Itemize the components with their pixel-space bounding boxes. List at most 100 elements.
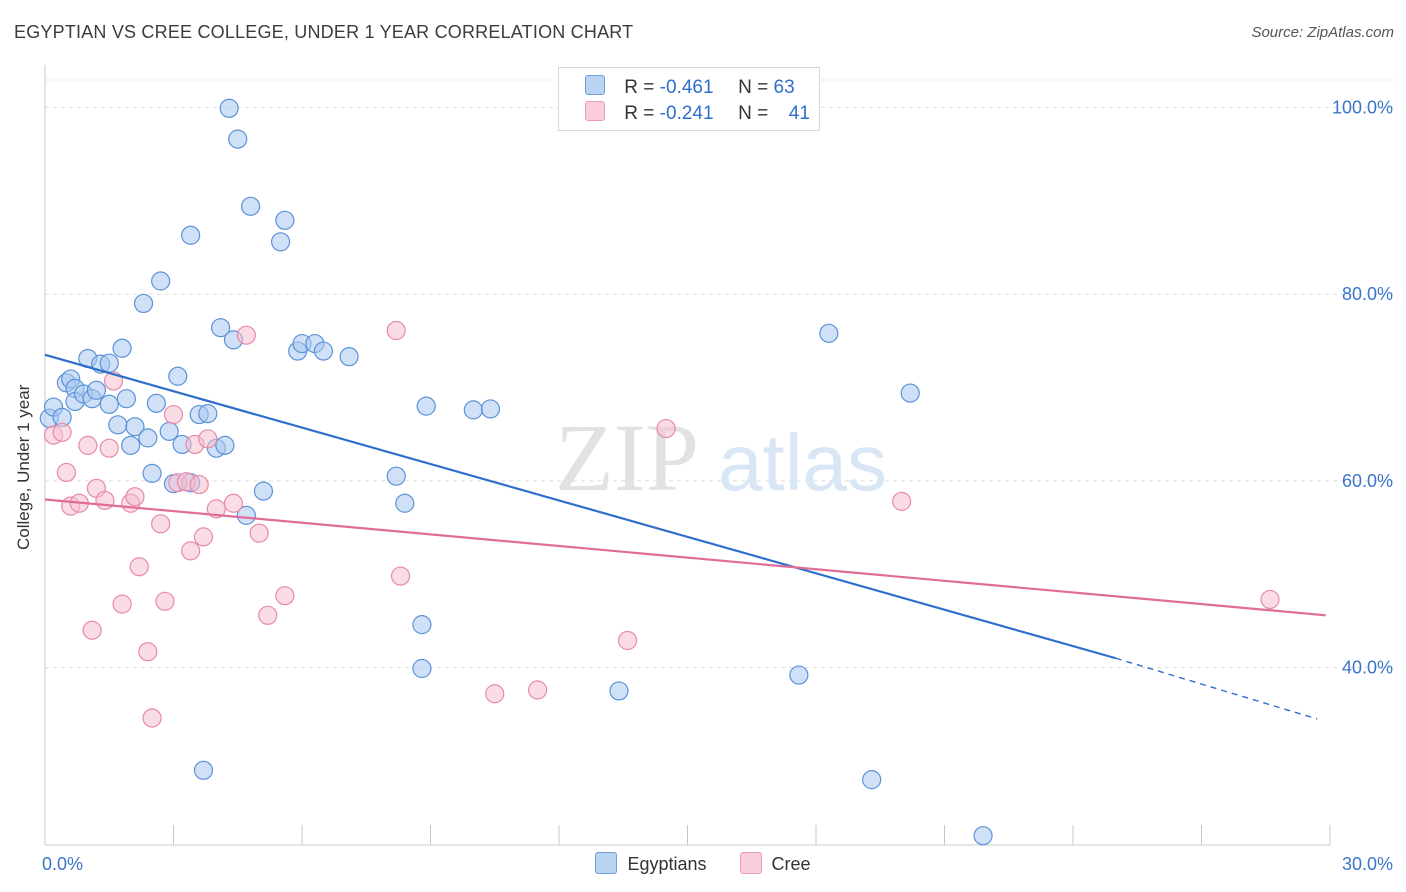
egyptians-point — [168, 366, 188, 386]
cree-point — [95, 490, 115, 511]
egyptians-point — [138, 428, 158, 448]
legend-n-label: N = — [738, 77, 769, 98]
cree-point — [125, 487, 145, 507]
egyptians-point — [416, 396, 436, 416]
egyptians-point — [219, 98, 239, 118]
cree-point — [485, 684, 505, 704]
egyptians-point — [215, 435, 235, 455]
cree-point — [390, 566, 411, 586]
cree-point — [223, 493, 244, 513]
egyptians-point — [789, 665, 809, 685]
cree-point — [527, 680, 548, 700]
egyptians-point — [211, 318, 231, 338]
legend-row-cree: R = -0.241 N = 41 — [585, 101, 810, 127]
cree-point — [52, 422, 72, 442]
egyptians-point — [86, 380, 107, 400]
cree-point — [82, 620, 102, 640]
egyptians-point — [236, 505, 256, 525]
y-axis-label: College, Under 1 year — [14, 384, 33, 550]
cree-swatch — [585, 101, 605, 121]
cree-point — [138, 642, 158, 662]
legend-item-egyptians: Egyptians — [595, 852, 707, 875]
cree-point — [155, 591, 175, 611]
cree-point — [386, 320, 406, 341]
cree-point — [198, 429, 218, 449]
egyptians-point — [862, 770, 882, 790]
egyptians-point — [973, 826, 993, 846]
legend-r-value: -0.241 — [659, 103, 714, 124]
egyptians-point — [275, 210, 295, 230]
egyptians-swatch — [585, 75, 605, 95]
series-legend: Egyptians Cree — [0, 852, 1406, 875]
legend-r-label: R = — [624, 77, 655, 98]
correlation-legend: R = -0.461 N = 63 R = -0.241 N = 41 — [558, 67, 820, 131]
egyptians-point — [412, 658, 432, 679]
cree-point — [112, 594, 132, 614]
cree-point — [99, 438, 119, 458]
egyptians-point — [395, 493, 415, 513]
egyptians-point — [125, 417, 145, 437]
cree-point — [181, 541, 201, 561]
egyptians-point — [819, 323, 839, 343]
legend-n-label: N = — [738, 103, 769, 124]
egyptians-swatch — [595, 852, 618, 874]
egyptians-point — [142, 463, 162, 483]
egyptians-point — [270, 232, 291, 252]
watermark: ZIP atlas — [555, 404, 887, 511]
trend-lines — [44, 353, 1326, 720]
grid-lines — [45, 79, 1395, 669]
cree-point — [163, 404, 184, 425]
cree-point — [151, 514, 171, 534]
cree-point — [656, 418, 676, 439]
legend-item-cree: Cree — [739, 852, 811, 875]
cree-point — [189, 474, 209, 495]
cree-point — [206, 499, 226, 519]
legend-label-egyptians: Egyptians — [627, 854, 707, 874]
egyptians-point — [108, 415, 128, 435]
egyptians-point — [339, 347, 359, 367]
egyptians-point — [99, 353, 119, 373]
cree-point — [249, 523, 269, 543]
source-label: Source: ZipAtlas.com — [1251, 24, 1394, 41]
egyptians-point — [463, 400, 483, 420]
cree-point — [129, 557, 149, 577]
cree-trend-line — [44, 498, 1326, 617]
egyptians-point — [253, 481, 274, 501]
y-tick-label: 100.0% — [1332, 97, 1393, 117]
cree-point — [617, 630, 638, 651]
egyptians-point — [146, 393, 166, 413]
egyptians-point — [133, 293, 154, 314]
egyptians-point — [116, 389, 136, 409]
egyptians-point — [112, 338, 132, 358]
cree-point — [78, 435, 98, 455]
egyptians-trend-extension — [1115, 657, 1318, 720]
y-tick-label: 60.0% — [1342, 471, 1393, 491]
legend-n-value: 41 — [788, 103, 810, 124]
egyptians-point — [198, 404, 218, 424]
legend-n-value: 63 — [773, 77, 795, 98]
legend-r-value: -0.461 — [659, 77, 714, 98]
cree-point — [258, 605, 278, 625]
egyptians-point — [228, 129, 248, 149]
egyptians-point — [99, 394, 119, 414]
cree-point — [892, 491, 912, 511]
chart-title: EGYPTIAN VS CREE COLLEGE, UNDER 1 YEAR C… — [14, 22, 634, 42]
egyptians-point — [241, 196, 261, 216]
cree-point — [1260, 589, 1280, 610]
points — [39, 98, 1280, 846]
cree-point — [142, 708, 162, 728]
egyptians-point — [900, 383, 920, 403]
egyptians-point — [480, 399, 501, 419]
egyptians-trend-line — [44, 353, 1117, 660]
cree-swatch — [739, 852, 762, 874]
x-tick-label: 30.0% — [1342, 854, 1393, 874]
cree-point — [193, 527, 214, 547]
legend-label-cree: Cree — [771, 854, 811, 874]
y-tick-label: 80.0% — [1342, 284, 1393, 304]
watermark-zip: ZIP — [555, 404, 699, 511]
cree-point — [236, 325, 256, 345]
egyptians-point — [193, 760, 214, 780]
watermark-atlas: atlas — [718, 418, 887, 507]
cree-point — [275, 586, 295, 606]
egyptians-point — [151, 271, 171, 291]
